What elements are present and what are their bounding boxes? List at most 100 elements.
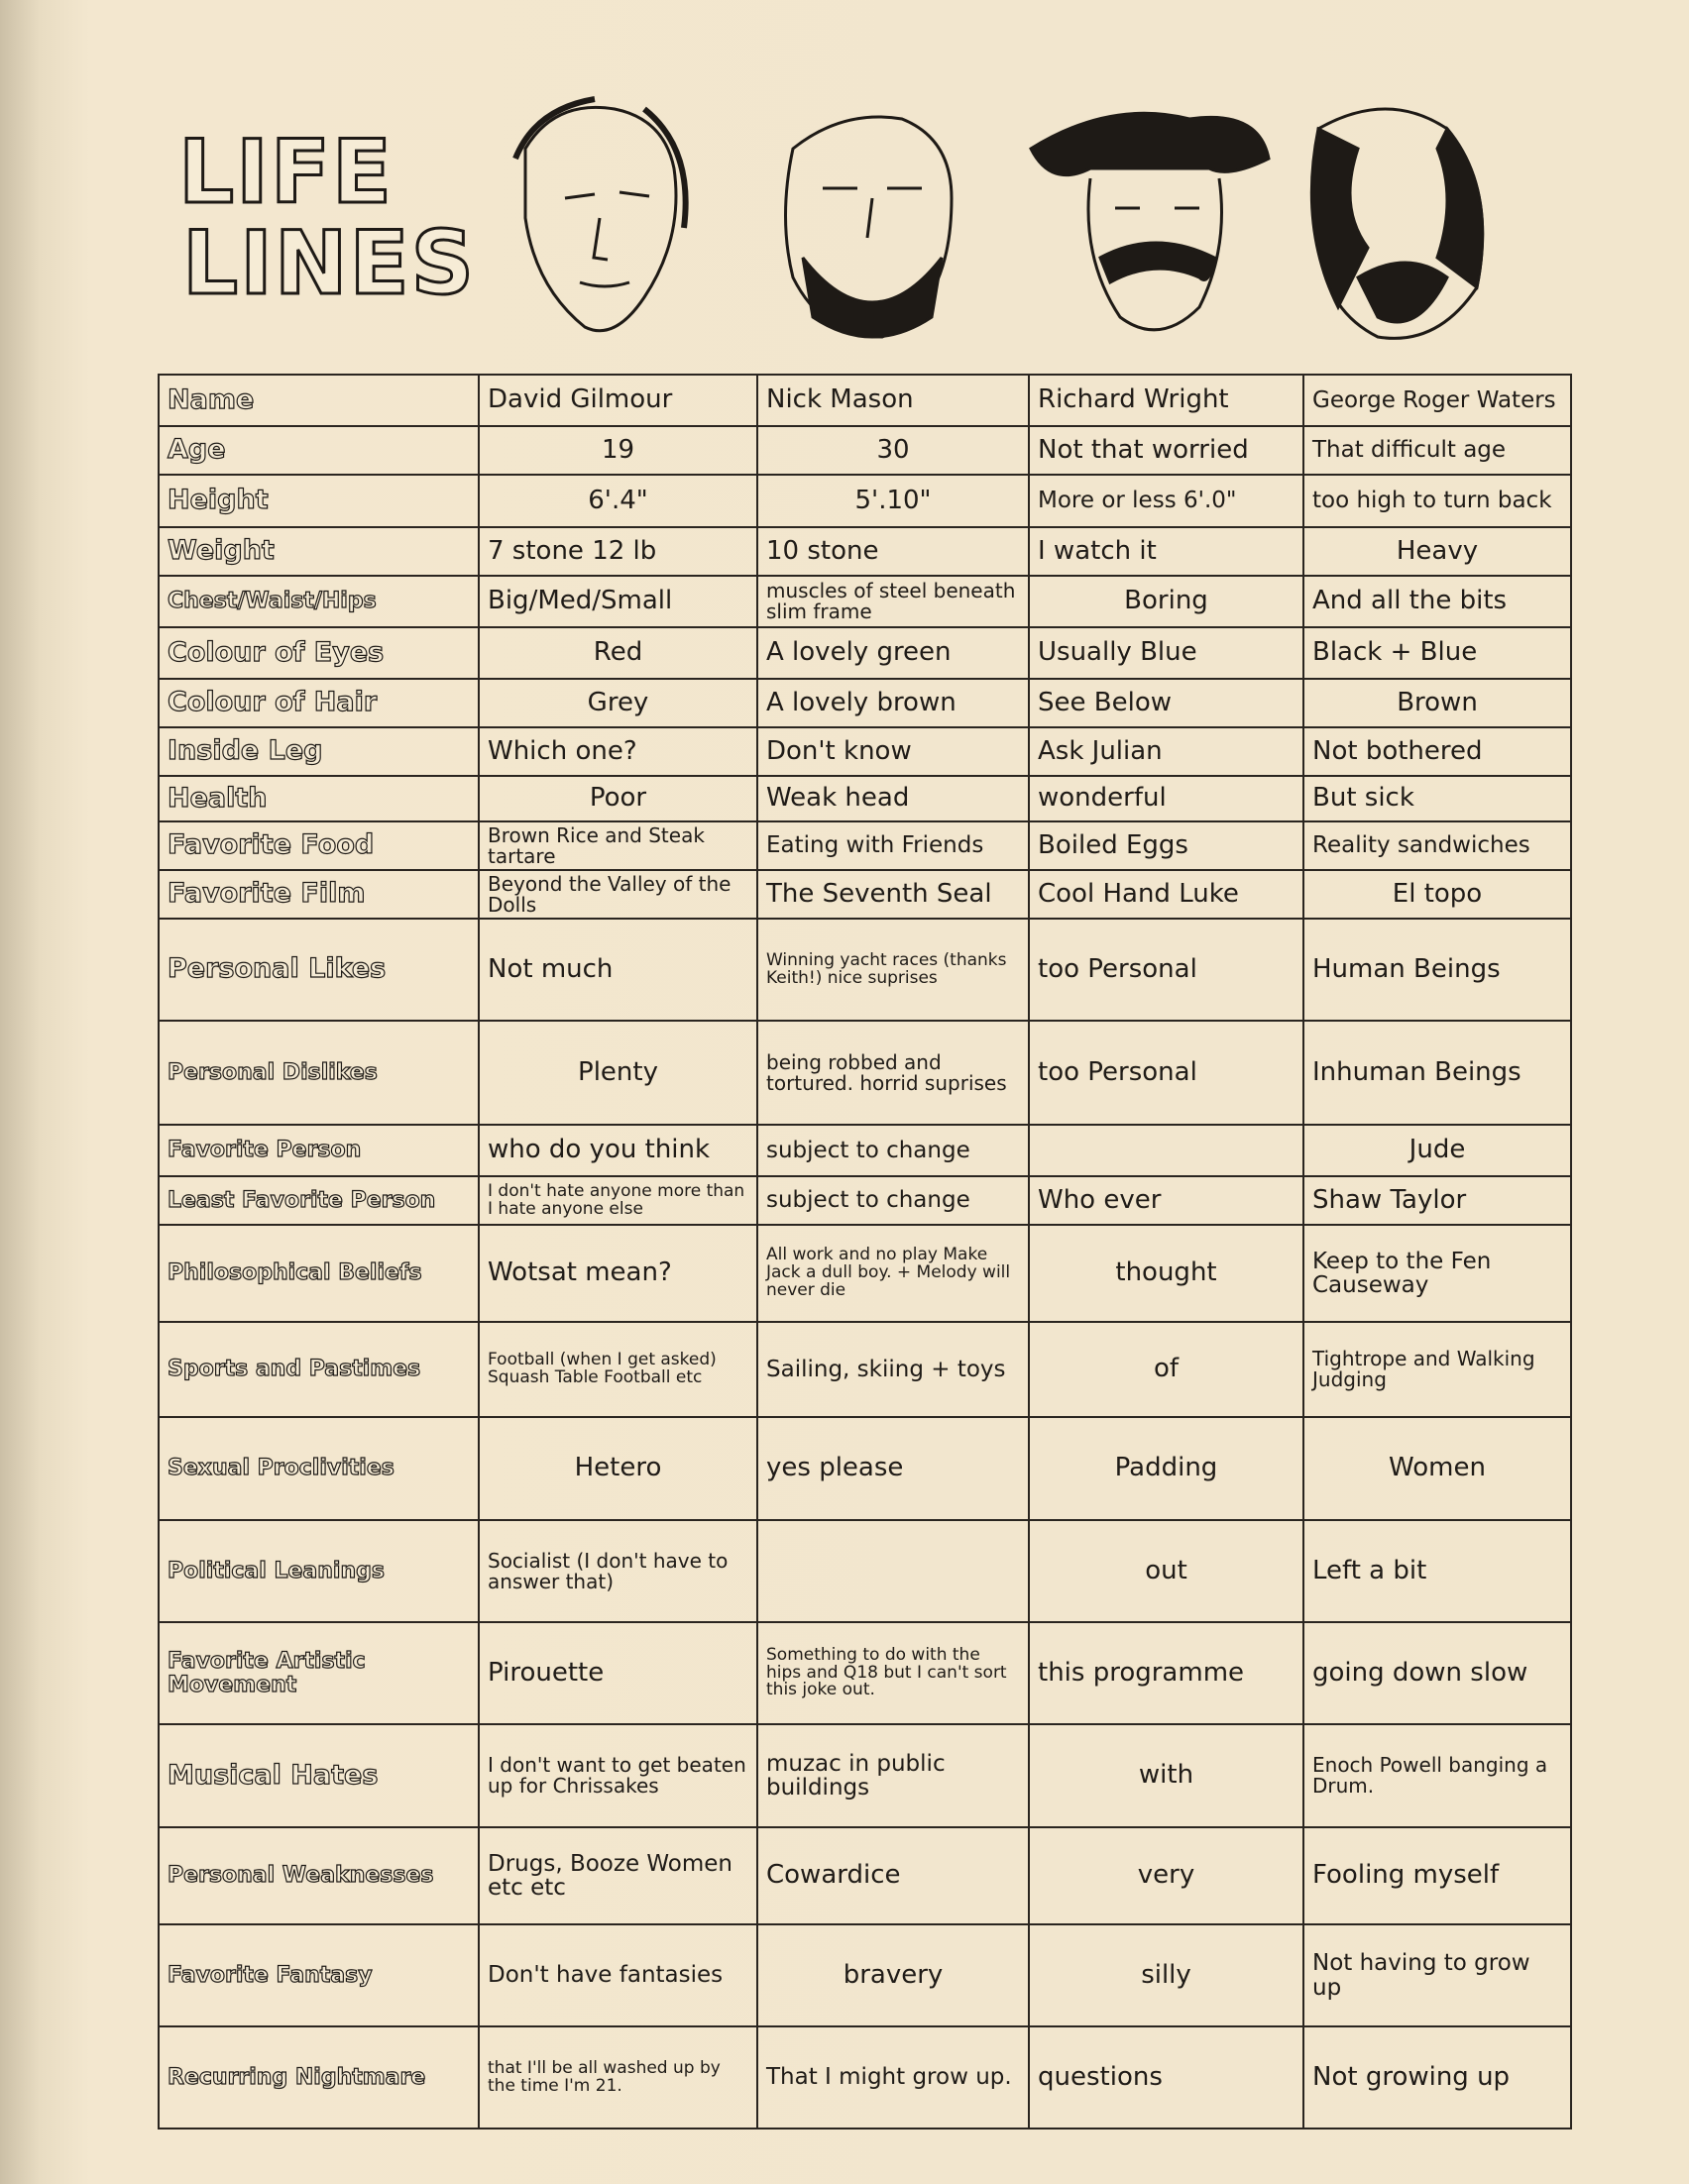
table-row: Favorite Film Beyond the Valley of the Do…: [158, 869, 1572, 920]
answer-cell: Not bothered: [1302, 726, 1572, 777]
answer-cell: questions: [1028, 2025, 1304, 2129]
answer-cell: yes please: [756, 1416, 1030, 1521]
row-label: Musical Hates: [158, 1723, 480, 1828]
answer-cell: 19: [478, 425, 758, 476]
portrait: [1029, 111, 1271, 332]
answer-cell: Wotsat mean?: [478, 1224, 758, 1323]
answer-cell: I don't hate anyone more than I hate any…: [478, 1175, 758, 1226]
table-row: Favorite Food Brown Rice and Steak tartar…: [158, 820, 1572, 871]
table-row: Colour of Eyes Red A lovely green Usually B…: [158, 626, 1572, 680]
answer-cell: too Personal: [1028, 1020, 1304, 1126]
row-label: Colour of Eyes: [158, 626, 480, 680]
empty-cell: [1028, 1124, 1304, 1177]
title: LIFE LINES: [177, 121, 476, 314]
portrait: [784, 115, 954, 339]
answer-cell: Human Beings: [1302, 918, 1572, 1022]
answer-cell: Cool Hand Luke: [1028, 869, 1304, 920]
answer-cell: Left a bit: [1302, 1519, 1572, 1623]
answer-cell: Sailing, skiing + toys: [756, 1321, 1030, 1418]
answer-cell: Nick Mason: [756, 374, 1030, 427]
row-label: Least Favorite Person: [158, 1175, 480, 1226]
answer-cell: Richard Wright: [1028, 374, 1304, 427]
answer-cell: George Roger Waters: [1302, 374, 1572, 427]
title-line: LINES: [181, 212, 476, 314]
row-label: Personal Weaknesses: [158, 1826, 480, 1925]
table-row: Favorite Person who do you think subject t…: [158, 1124, 1572, 1177]
answer-cell: A lovely green: [756, 626, 1030, 680]
answer-cell: that I'll be all washed up by the time I…: [478, 2025, 758, 2129]
answer-cell: Inhuman Beings: [1302, 1020, 1572, 1126]
portrait: [1309, 107, 1485, 340]
answer-cell: of: [1028, 1321, 1304, 1418]
row-label: Political Leanings: [158, 1519, 480, 1623]
table-row: Least Favorite Person I don't hate anyone…: [158, 1175, 1572, 1226]
answer-cell: this programme: [1028, 1621, 1304, 1725]
answer-cell: Who ever: [1028, 1175, 1304, 1226]
row-label: Chest/Waist/Hips: [158, 575, 480, 628]
answer-cell: Something to do with the hips and Q18 bu…: [756, 1621, 1030, 1725]
table-row: Weight 7 stone 12 lb 10 stone I watch it Hea…: [158, 526, 1572, 577]
answer-cell: Jude: [1302, 1124, 1572, 1177]
answer-cell: And all the bits: [1302, 575, 1572, 628]
answer-cell: El topo: [1302, 869, 1572, 920]
title-line: LIFE: [177, 121, 394, 223]
answer-cell: Boiled Eggs: [1028, 820, 1304, 871]
row-label: Weight: [158, 526, 480, 577]
table-row: Chest/Waist/Hips Big/Med/Small muscles of …: [158, 575, 1572, 628]
answer-cell: wonderful: [1028, 775, 1304, 822]
answer-cell: I don't want to get beaten up for Chriss…: [478, 1723, 758, 1828]
life-lines-table: Name David Gilmour Nick Mason Richard Wrigh…: [158, 374, 1572, 2129]
portrait: [512, 96, 689, 333]
answer-cell: Red: [478, 626, 758, 680]
table-row: Musical Hates I don't want to get beaten …: [158, 1723, 1572, 1828]
answer-cell: Don't have fantasies: [478, 1923, 758, 2027]
answer-cell: subject to change: [756, 1124, 1030, 1177]
row-label: Health: [158, 775, 480, 822]
answer-cell: Beyond the Valley of the Dolls: [478, 869, 758, 920]
answer-cell: 30: [756, 425, 1030, 476]
row-label: Personal Likes: [158, 918, 480, 1022]
answer-cell: Poor: [478, 775, 758, 822]
answer-cell: with: [1028, 1723, 1304, 1828]
answer-cell: Big/Med/Small: [478, 575, 758, 628]
answer-cell: That I might grow up.: [756, 2025, 1030, 2129]
answer-cell: Usually Blue: [1028, 626, 1304, 680]
answer-cell: Reality sandwiches: [1302, 820, 1572, 871]
table-row: Favorite Artistic Movement Pirouette Somet…: [158, 1621, 1572, 1725]
answer-cell: A lovely brown: [756, 678, 1030, 728]
answer-cell: But sick: [1302, 775, 1572, 822]
answer-cell: going down slow: [1302, 1621, 1572, 1725]
row-label: Inside Leg: [158, 726, 480, 777]
table-row: Inside Leg Which one? Don't know Ask Julian…: [158, 726, 1572, 777]
answer-cell: 10 stone: [756, 526, 1030, 577]
table-row: Colour of Hair Grey A lovely brown See Belo…: [158, 678, 1572, 728]
answer-cell: silly: [1028, 1923, 1304, 2027]
row-label: Colour of Hair: [158, 678, 480, 728]
answer-cell: Football (when I get asked) Squash Table…: [478, 1321, 758, 1418]
row-label: Name: [158, 374, 480, 427]
answer-cell: Weak head: [756, 775, 1030, 822]
table-row: Health Poor Weak head wonderful But sick: [158, 775, 1572, 822]
answer-cell: Socialist (I don't have to answer that): [478, 1519, 758, 1623]
answer-cell: Plenty: [478, 1020, 758, 1126]
answer-cell: too high to turn back: [1302, 474, 1572, 528]
answer-cell: thought: [1028, 1224, 1304, 1323]
table-row: Age 19 30 Not that worried That difficult ag…: [158, 425, 1572, 476]
table-row: Name David Gilmour Nick Mason Richard Wrigh…: [158, 374, 1572, 427]
answer-cell: being robbed and tortured. horrid supris…: [756, 1020, 1030, 1126]
answer-cell: Padding: [1028, 1416, 1304, 1521]
answer-cell: Tightrope and Walking Judging: [1302, 1321, 1572, 1418]
answer-cell: Black + Blue: [1302, 626, 1572, 680]
answer-cell: Don't know: [756, 726, 1030, 777]
answer-cell: Cowardice: [756, 1826, 1030, 1925]
answer-cell: I watch it: [1028, 526, 1304, 577]
answer-cell: Brown: [1302, 678, 1572, 728]
answer-cell: Fooling myself: [1302, 1826, 1572, 1925]
row-label: Personal Dislikes: [158, 1020, 480, 1126]
table-row: Favorite Fantasy Don't have fantasies brav…: [158, 1923, 1572, 2027]
answer-cell: out: [1028, 1519, 1304, 1623]
empty-cell: [756, 1519, 1030, 1623]
table-row: Recurring Nightmare that I'll be all wash…: [158, 2025, 1572, 2129]
answer-cell: 7 stone 12 lb: [478, 526, 758, 577]
